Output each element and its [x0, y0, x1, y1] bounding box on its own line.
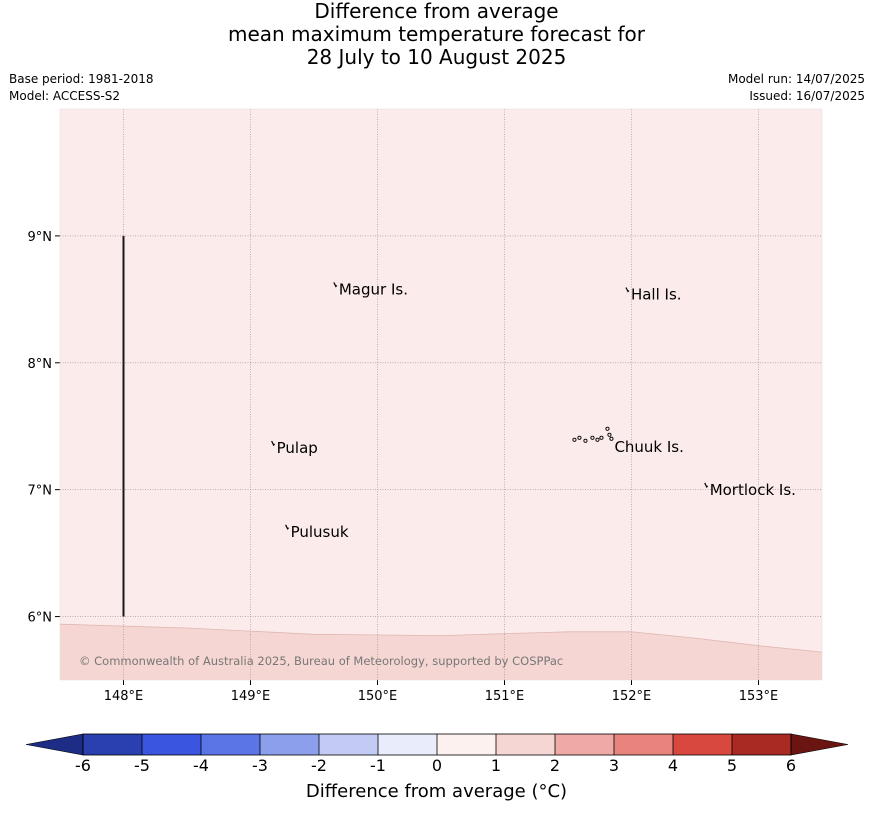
- lon-label-152: 152°E: [612, 689, 652, 704]
- colorbar-segment-0: [83, 734, 143, 755]
- lat-label-7: 7°N: [28, 484, 53, 499]
- copyright-text: © Commonwealth of Australia 2025, Bureau…: [79, 654, 563, 668]
- hall-is-coast: [625, 287, 630, 293]
- colorbar-segment-6: [437, 734, 497, 755]
- colorbar-segment-7: [496, 734, 556, 755]
- band-boundary-line: [59, 623, 823, 653]
- colorbar-tick-label: -2: [311, 756, 327, 775]
- base-period: Base period: 1981-2018: [9, 72, 154, 86]
- chuuk-islet-3: [590, 435, 595, 440]
- model-run: Model run: 14/07/2025: [727, 72, 865, 86]
- colorbar-segment-2: [201, 734, 261, 755]
- colorbar-segment-3: [260, 734, 320, 755]
- colorbar-segment-5: [378, 734, 438, 755]
- title-line-2: mean maximum temperature forecast for: [227, 22, 645, 46]
- chuuk-islet-0: [572, 437, 577, 442]
- colorbar-tick-label: -4: [193, 756, 209, 775]
- lon-label-153: 153°E: [739, 689, 779, 704]
- colorbar-tick-label: 0: [431, 756, 443, 775]
- lat-label-8: 8°N: [28, 357, 53, 372]
- magur-is-coast: [333, 282, 338, 288]
- colorbar-tick-label: 4: [667, 756, 679, 775]
- lon-label-149: 149°E: [231, 689, 271, 704]
- chuuk-islet-5: [599, 435, 604, 440]
- colorbar-tick-label: -5: [134, 756, 150, 775]
- title-line-3: 28 July to 10 August 2025: [306, 45, 567, 69]
- meta-left: Base period: 1981-2018 Model: ACCESS-S2: [9, 71, 154, 105]
- colorbar-segment-8: [555, 734, 615, 755]
- chuuk-islet-8: [609, 436, 614, 441]
- place-label-magur-is: Magur Is.: [339, 280, 408, 298]
- meta-right: Model run: 14/07/2025 Issued: 16/07/2025: [728, 71, 865, 105]
- colorbar-segment-1: [142, 734, 202, 755]
- anomaly-band-1-2: [60, 624, 822, 680]
- colorbar-segment-11: [732, 734, 792, 755]
- map-title: Difference from average mean maximum tem…: [0, 0, 873, 69]
- pulap-coast: [271, 440, 276, 447]
- chuuk-islet-4: [595, 437, 600, 442]
- mortlock-is-coast: [704, 482, 709, 488]
- colorbar-label: Difference from average (°C): [305, 781, 568, 802]
- chuuk-islet-6: [605, 426, 610, 431]
- colorbar-segment-4: [319, 734, 379, 755]
- title-line-1: Difference from average: [314, 0, 559, 23]
- place-label-pulusuk: Pulusuk: [291, 523, 349, 541]
- issued-date: Issued: 16/07/2025: [749, 89, 865, 103]
- colorbar-tick-label: -1: [370, 756, 386, 775]
- chuuk-islet-7: [607, 432, 612, 437]
- anomaly-band-0-1: [60, 109, 822, 680]
- lon-label-148: 148°E: [104, 689, 144, 704]
- map-frame: [59, 108, 823, 681]
- place-label-hall-is: Hall Is.: [631, 286, 682, 304]
- pulusuk-coast: [285, 524, 290, 530]
- colorbar-tick-label: 5: [726, 756, 738, 775]
- place-label-mortlock-is: Mortlock Is.: [710, 481, 796, 499]
- colorbar-segment-9: [614, 734, 674, 755]
- colorbar-tick-label: 1: [490, 756, 502, 775]
- colorbar-tick-label: 2: [549, 756, 561, 775]
- lat-label-9: 9°N: [28, 230, 53, 245]
- colorbar-tick-label: 6: [785, 756, 797, 775]
- lon-label-150: 150°E: [358, 689, 398, 704]
- model-name: Model: ACCESS-S2: [9, 89, 121, 103]
- place-label-pulap: Pulap: [277, 439, 318, 457]
- chuuk-islet-2: [583, 438, 588, 443]
- colorbar-frame: [82, 733, 792, 756]
- colorbar-tick-label: -6: [75, 756, 91, 775]
- chuuk-islet-1: [577, 435, 582, 440]
- place-label-chuuk-is: Chuuk Is.: [614, 438, 683, 456]
- lon-label-151: 151°E: [485, 689, 525, 704]
- colorbar-ticks: -6 -5 -4 -3 -2 -1 0 1 2 3 4 5 6: [0, 752, 873, 776]
- colorbar-segment-10: [673, 734, 733, 755]
- colorbar-tick-label: 3: [608, 756, 620, 775]
- colorbar-tick-label: -3: [252, 756, 268, 775]
- lat-label-6: 6°N: [28, 611, 53, 626]
